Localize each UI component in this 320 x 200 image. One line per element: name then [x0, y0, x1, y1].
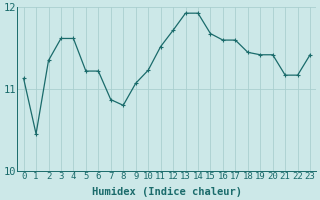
X-axis label: Humidex (Indice chaleur): Humidex (Indice chaleur) — [92, 186, 242, 197]
